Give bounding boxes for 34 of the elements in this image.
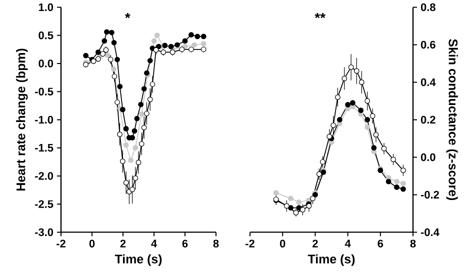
x-tick-label: 4 (344, 240, 351, 248)
y-tick-label: -2.5 (35, 200, 54, 208)
y-axis-title: Heart rate change (bpm) (16, 48, 28, 190)
x-tick-label: 4 (151, 240, 157, 248)
x-tick-label: 8 (213, 240, 219, 248)
x-axis-title: Time (s) (308, 254, 355, 266)
y2-axis-title: Skin conductance (z-score) (446, 39, 458, 200)
x-tick-label: -2 (56, 240, 66, 248)
y2-tick-label: 0.6 (420, 40, 436, 48)
y2-tick-label: 0.2 (420, 116, 436, 124)
y2-tick-label: 0.4 (420, 78, 436, 86)
y-tick-label: 1.0 (38, 3, 54, 11)
x-tick-label: 0 (280, 240, 286, 248)
x-tick-label: 6 (182, 240, 188, 248)
y-tick-label: -1.0 (35, 116, 54, 124)
y-tick-label: 0.5 (38, 31, 54, 40)
y2-tick-label: -0.4 (420, 228, 440, 236)
x-axis-title: Time (s) (114, 254, 162, 266)
y-tick-label: 0.0 (38, 59, 54, 68)
y-tick-label: -2.0 (35, 172, 54, 180)
y2-tick-label: 0.8 (420, 3, 436, 11)
x-tick-label: 2 (120, 240, 126, 248)
y-tick-label: -0.5 (35, 88, 54, 96)
y-tick-label: -1.5 (35, 144, 54, 152)
x-tick-label: 6 (378, 240, 384, 248)
x-tick-label: -2 (246, 240, 254, 248)
x-tick-label: 8 (410, 240, 416, 248)
x-tick-label: 2 (312, 240, 318, 248)
y2-tick-label: 0.0 (420, 153, 436, 161)
annotation: ** (314, 12, 326, 18)
x-tick-label: 0 (89, 240, 95, 248)
y2-tick-label: -0.2 (420, 190, 439, 198)
annotation: * (124, 12, 130, 18)
y-tick-label: -3.0 (35, 228, 54, 236)
